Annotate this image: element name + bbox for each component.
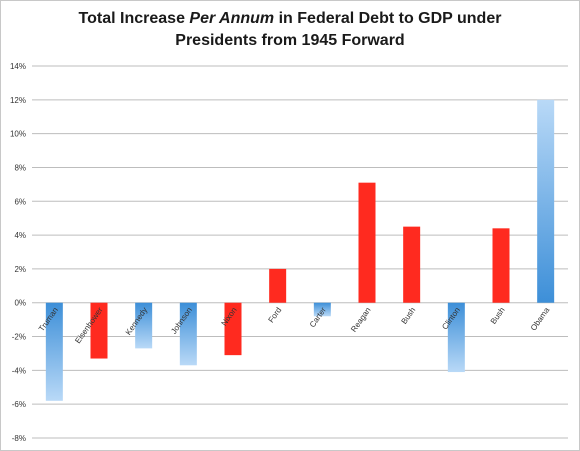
y-tick-label: 4% [14,231,26,240]
bar-bush-8 [403,226,421,303]
category-label: Obama [529,305,552,332]
y-tick-label: 14% [10,62,26,71]
bar-ford-5 [269,268,287,303]
category-label: Reagan [349,306,372,334]
y-tick-label: 12% [10,96,26,105]
category-label: Carter [308,305,328,329]
y-tick-label: -2% [12,333,26,342]
chart-title: Total Increase Per Annum in Federal Debt… [0,8,580,52]
category-label: Ford [266,306,283,325]
bar-johnson-3 [179,302,197,366]
chart-title-line-2: Presidents from 1945 Forward [175,32,405,49]
gridlines [32,65,568,439]
category-label: Bush [489,306,507,326]
bar-nixon-4 [224,302,242,356]
y-tick-label: 10% [10,130,26,139]
bar-clinton-9 [447,302,465,373]
y-tick-label: 2% [14,265,26,274]
chart-title-part-2: in Federal Debt to GDP under [274,10,502,27]
category-label: Bush [399,306,417,326]
bar-obama-11 [537,99,555,303]
bar-eisenhower-1 [90,302,108,359]
category-labels: Truman Eisenhower Kennedy Johnson Nixon Ford C… [37,305,552,345]
chart-title-part-0: Total Increase [78,10,190,27]
y-axis-tick-labels: 14% 12% 10% 8% 6% 4% 2% 0% -2% -4% -6% -8% [10,62,26,443]
chart-title-part-1: Per Annum [189,10,275,27]
y-tick-label: -4% [12,366,26,375]
bar-truman-0 [45,302,63,401]
y-tick-label: 8% [14,163,26,172]
bars [45,99,555,401]
bar-bush-10 [492,228,510,303]
bar-carter-6 [313,302,331,317]
y-tick-label: 0% [14,299,26,308]
bar-kennedy-2 [135,302,153,349]
y-tick-label: -6% [12,400,26,409]
bar-reagan-7 [358,182,376,303]
y-tick-label: -8% [12,434,26,443]
chart-title-line-1: Total Increase Per Annum in Federal Debt… [0,8,580,30]
y-tick-label: 6% [14,197,26,206]
